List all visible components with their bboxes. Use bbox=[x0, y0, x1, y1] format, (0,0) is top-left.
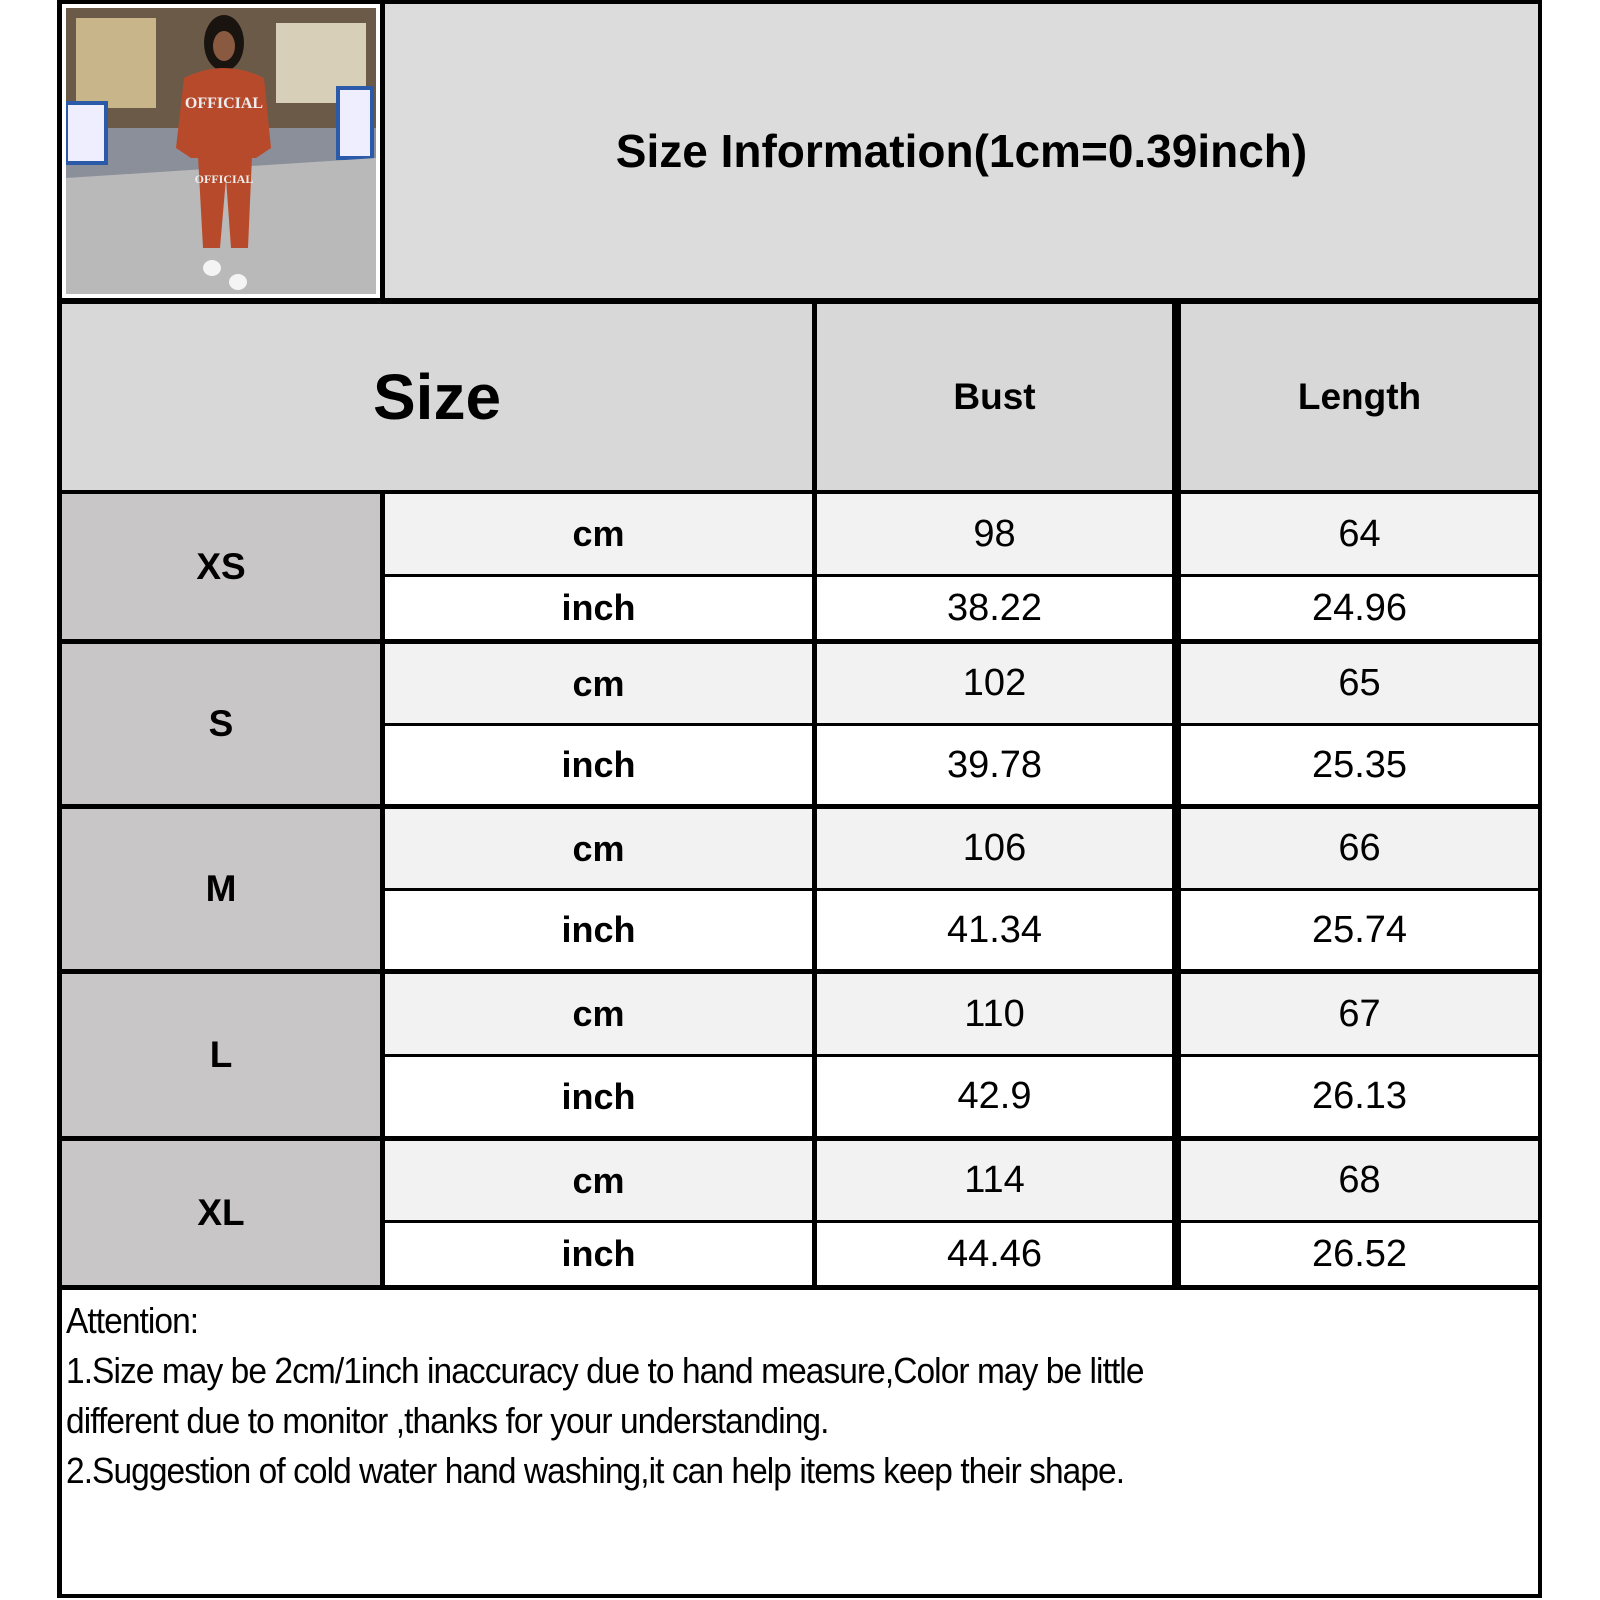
header-bust: Bust bbox=[817, 304, 1172, 490]
bust-cm-value: 106 bbox=[817, 809, 1172, 888]
unit-inch: inch bbox=[385, 891, 812, 969]
bust-cm-value: 102 bbox=[817, 644, 1172, 723]
bust-inch-value: 41.34 bbox=[817, 891, 1172, 969]
length-inch-value: 26.13 bbox=[1181, 1057, 1538, 1136]
unit-cm: cm bbox=[385, 644, 812, 723]
length-cm-value: 67 bbox=[1181, 974, 1538, 1054]
length-inch-value: 25.74 bbox=[1181, 891, 1538, 969]
svg-text:OFFICIAL: OFFICIAL bbox=[195, 172, 254, 186]
length-cm-value: 65 bbox=[1181, 644, 1538, 723]
attention-notes: Attention: 1.Size may be 2cm/1inch inacc… bbox=[62, 1290, 1538, 1594]
unit-cm: cm bbox=[385, 809, 812, 888]
size-label-xl: XL bbox=[62, 1141, 380, 1285]
unit-cm: cm bbox=[385, 974, 812, 1054]
notes-heading: Attention: bbox=[66, 1300, 199, 1341]
unit-cm: cm bbox=[385, 494, 812, 574]
bust-inch-value: 39.78 bbox=[817, 726, 1172, 804]
length-inch-value: 26.52 bbox=[1181, 1223, 1538, 1285]
note-line-2: different due to monitor ,thanks for you… bbox=[66, 1400, 829, 1441]
unit-inch: inch bbox=[385, 726, 812, 804]
size-label-xs: XS bbox=[62, 494, 380, 639]
bust-inch-value: 42.9 bbox=[817, 1057, 1172, 1136]
unit-inch: inch bbox=[385, 577, 812, 639]
unit-inch: inch bbox=[385, 1223, 812, 1285]
product-photo: OFFICIAL OFFICIAL bbox=[62, 4, 380, 298]
size-label-m: M bbox=[62, 809, 380, 969]
unit-cm: cm bbox=[385, 1141, 812, 1220]
bust-inch-value: 38.22 bbox=[817, 577, 1172, 639]
chart-title: Size Information(1cm=0.39inch) bbox=[385, 4, 1538, 298]
model-image: OFFICIAL OFFICIAL bbox=[66, 8, 376, 294]
bust-inch-value: 44.46 bbox=[817, 1223, 1172, 1285]
bust-cm-value: 98 bbox=[817, 494, 1172, 574]
bust-cm-value: 110 bbox=[817, 974, 1172, 1054]
length-cm-value: 64 bbox=[1181, 494, 1538, 574]
size-label-l: L bbox=[62, 974, 380, 1136]
header-length: Length bbox=[1181, 304, 1538, 490]
note-line-1: 1.Size may be 2cm/1inch inaccuracy due t… bbox=[66, 1350, 1144, 1391]
note-line-3: 2.Suggestion of cold water hand washing,… bbox=[66, 1450, 1125, 1491]
bust-cm-value: 114 bbox=[817, 1141, 1172, 1220]
length-inch-value: 25.35 bbox=[1181, 726, 1538, 804]
header-size: Size bbox=[62, 304, 812, 490]
length-cm-value: 68 bbox=[1181, 1141, 1538, 1220]
length-inch-value: 24.96 bbox=[1181, 577, 1538, 639]
svg-text:OFFICIAL: OFFICIAL bbox=[185, 95, 263, 112]
size-label-s: S bbox=[62, 644, 380, 804]
length-cm-value: 66 bbox=[1181, 809, 1538, 888]
unit-inch: inch bbox=[385, 1057, 812, 1136]
